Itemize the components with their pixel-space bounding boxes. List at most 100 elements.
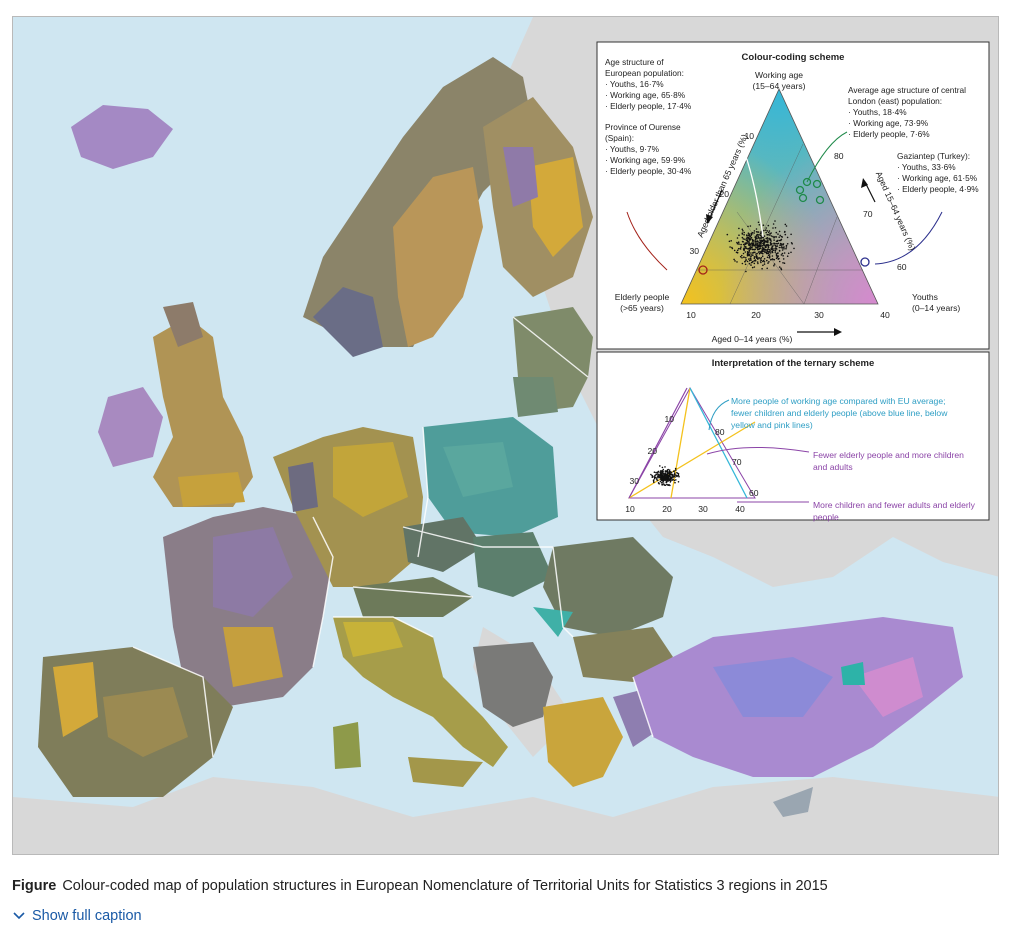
scatter-point bbox=[760, 247, 762, 250]
scatter-point bbox=[755, 231, 758, 233]
interpretation-legend: Interpretation of the ternary scheme 10 … bbox=[596, 351, 990, 522]
scatter-point bbox=[755, 243, 757, 245]
scatter-point bbox=[761, 267, 763, 270]
scatter-point bbox=[760, 241, 762, 244]
scatter-point bbox=[728, 240, 731, 243]
scatter-point bbox=[762, 250, 765, 252]
scatter-point bbox=[729, 246, 731, 248]
scatter-point bbox=[751, 242, 754, 245]
scatter-point bbox=[749, 225, 752, 227]
svg-text:60: 60 bbox=[897, 262, 907, 272]
scatter-point bbox=[659, 478, 662, 480]
scatter-point bbox=[765, 244, 768, 247]
scatter-point bbox=[674, 467, 677, 470]
scatter-point bbox=[661, 483, 664, 486]
scatter-point bbox=[736, 242, 739, 245]
scatter-point bbox=[665, 481, 667, 484]
scatter-point bbox=[659, 473, 661, 475]
scatter-point bbox=[781, 236, 784, 238]
show-full-caption-label[interactable]: Show full caption bbox=[32, 908, 142, 924]
scatter-point bbox=[738, 243, 740, 245]
scatter-point bbox=[746, 238, 748, 240]
scatter-point bbox=[654, 475, 656, 477]
scatter-point bbox=[774, 244, 777, 247]
scatter-point bbox=[661, 477, 664, 480]
scatter-point bbox=[747, 225, 749, 228]
gaziantep-annotation: Gaziantep (Turkey): · Youths, 33·6% · Wo… bbox=[897, 151, 979, 194]
scatter-point bbox=[667, 484, 670, 486]
right-vertex-label: Youths (0–14 years) bbox=[912, 292, 960, 313]
interpretation-title: Interpretation of the ternary scheme bbox=[712, 358, 875, 369]
scatter-point bbox=[784, 233, 787, 236]
show-full-caption-link[interactable]: Show full caption bbox=[12, 908, 142, 924]
scatter-point bbox=[662, 480, 665, 482]
scatter-point bbox=[752, 260, 754, 263]
svg-text:20: 20 bbox=[719, 189, 729, 199]
scatter-point bbox=[668, 469, 671, 471]
scatter-point bbox=[745, 270, 747, 273]
scatter-point bbox=[765, 231, 767, 234]
scatter-point bbox=[733, 249, 736, 252]
country-borders bbox=[132, 316, 654, 758]
scatter-point bbox=[757, 242, 759, 245]
scatter-point bbox=[667, 480, 669, 482]
scatter-point bbox=[775, 257, 778, 260]
scatter-point bbox=[777, 239, 779, 242]
scatter-point bbox=[759, 233, 762, 235]
scatter-point bbox=[672, 470, 675, 473]
ourense-annotation: Province of Ourense (Spain): · Youths, 9… bbox=[605, 122, 692, 176]
scatter-point bbox=[753, 260, 756, 262]
scatter-point bbox=[669, 475, 671, 478]
scatter-point bbox=[768, 255, 771, 258]
scatter-point bbox=[653, 481, 655, 483]
scatter-point bbox=[750, 232, 753, 235]
scatter-point bbox=[785, 247, 787, 250]
scatter-point bbox=[769, 232, 771, 235]
scatter-point bbox=[750, 237, 752, 240]
scatter-point bbox=[766, 259, 768, 262]
scatter-point bbox=[775, 255, 778, 257]
scatter-point bbox=[662, 475, 665, 478]
scatter-point bbox=[783, 252, 786, 254]
scatter-point bbox=[742, 241, 744, 243]
scatter-point bbox=[757, 258, 759, 260]
scatter-point bbox=[746, 239, 749, 241]
note-blue: More people of working age compared with… bbox=[731, 396, 950, 430]
scatter-point bbox=[733, 258, 735, 261]
scatter-point bbox=[778, 266, 781, 268]
svg-text:80: 80 bbox=[715, 427, 725, 437]
scatter-point bbox=[745, 247, 748, 250]
scatter-point bbox=[778, 250, 781, 252]
scatter-point bbox=[763, 258, 766, 260]
scatter-point bbox=[743, 231, 745, 234]
interpretation-points bbox=[650, 465, 680, 487]
scatter-point bbox=[763, 238, 765, 240]
scatter-point bbox=[754, 240, 757, 242]
scatter-point bbox=[772, 258, 774, 261]
scatter-point bbox=[741, 257, 743, 259]
london-annotation: Average age structure of central London … bbox=[848, 85, 968, 139]
scatter-point bbox=[757, 246, 759, 249]
scatter-point bbox=[778, 230, 781, 233]
scatter-point bbox=[740, 246, 742, 248]
scatter-point bbox=[753, 242, 755, 244]
scatter-point bbox=[748, 233, 751, 235]
svg-text:70: 70 bbox=[863, 209, 873, 219]
svg-text:30: 30 bbox=[629, 476, 639, 486]
scatter-point bbox=[744, 238, 746, 240]
scatter-point bbox=[745, 246, 747, 248]
legend-title: Colour-coding scheme bbox=[742, 52, 845, 63]
scatter-point bbox=[665, 478, 668, 480]
scatter-point bbox=[767, 231, 770, 234]
scatter-point bbox=[769, 259, 772, 261]
scatter-point bbox=[763, 239, 766, 242]
scatter-point bbox=[769, 252, 772, 254]
scatter-point bbox=[744, 242, 746, 244]
scatter-point bbox=[662, 468, 665, 471]
gaziantep-marker bbox=[860, 257, 870, 267]
scatter-point bbox=[769, 234, 771, 236]
london-markers bbox=[795, 177, 825, 205]
scatter-point bbox=[778, 260, 781, 263]
scatter-point bbox=[758, 224, 761, 226]
scatter-point bbox=[754, 260, 757, 262]
